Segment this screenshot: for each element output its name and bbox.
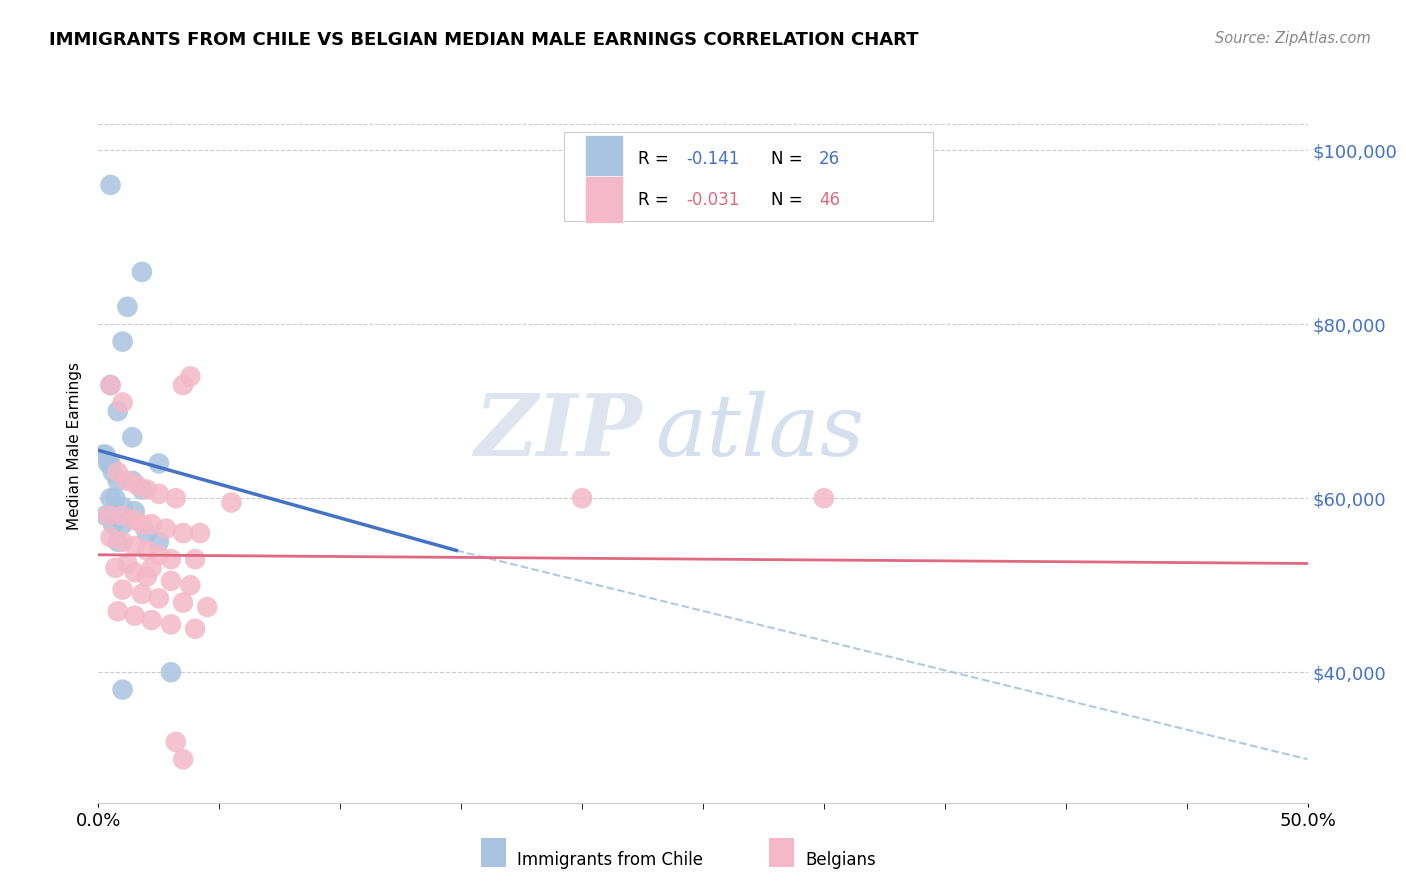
Point (100, 457, 122, 471)
Point (100, 378, 122, 392)
Point (100, 491, 122, 506)
Point (135, 526, 157, 541)
Point (121, 430, 143, 444)
Point (101, 517, 124, 532)
Bar (585, 177, 623, 223)
Text: -0.141: -0.141 (686, 150, 740, 168)
Text: atlas: atlas (655, 391, 863, 473)
Point (111, 395, 134, 409)
Text: ZIP: ZIP (475, 390, 643, 474)
Point (127, 478, 149, 492)
Point (97, 508, 120, 523)
Point (172, 596, 194, 610)
Point (94, 508, 117, 523)
Point (135, 569, 157, 583)
Point (121, 474, 143, 488)
Point (148, 487, 170, 501)
Point (100, 378, 122, 392)
Point (124, 513, 146, 527)
Point (184, 622, 207, 636)
Bar (585, 136, 623, 182)
Point (172, 752, 194, 766)
Text: Source: ZipAtlas.com: Source: ZipAtlas.com (1215, 31, 1371, 46)
Point (160, 665, 183, 680)
Point (111, 534, 134, 549)
Point (100, 178, 122, 192)
Text: R =: R = (638, 150, 673, 168)
Text: 26: 26 (820, 150, 841, 168)
Point (100, 530, 122, 544)
Point (97, 457, 120, 471)
Text: -0.031: -0.031 (686, 191, 740, 209)
Point (124, 608, 146, 623)
Point (111, 517, 134, 532)
Text: 46: 46 (820, 191, 839, 209)
Point (571, 491, 593, 506)
Y-axis label: Median Male Earnings: Median Male Earnings (67, 362, 83, 530)
Point (131, 483, 153, 497)
Point (172, 378, 194, 392)
Point (101, 465, 124, 479)
Point (124, 504, 146, 518)
Point (131, 517, 153, 532)
Point (155, 522, 177, 536)
Text: Immigrants from Chile: Immigrants from Chile (517, 851, 703, 869)
Point (94, 448, 117, 462)
Point (111, 682, 134, 697)
Point (172, 526, 194, 541)
Point (165, 735, 187, 749)
Point (135, 543, 157, 558)
Point (104, 561, 127, 575)
Point (165, 491, 187, 506)
Point (131, 587, 153, 601)
Point (184, 552, 207, 566)
Point (141, 613, 163, 627)
Point (111, 500, 134, 514)
Point (195, 599, 218, 614)
Point (135, 483, 157, 497)
Point (141, 561, 163, 575)
Point (221, 495, 243, 509)
Point (107, 604, 129, 618)
Point (188, 526, 211, 541)
Point (111, 508, 134, 523)
Point (107, 474, 129, 488)
Point (124, 565, 146, 579)
Point (111, 582, 134, 597)
Point (148, 591, 170, 606)
Point (148, 534, 170, 549)
Point (179, 578, 201, 592)
Text: R =: R = (638, 191, 673, 209)
Text: N =: N = (770, 191, 807, 209)
Point (91, 448, 114, 462)
Point (117, 474, 139, 488)
Point (160, 617, 183, 632)
Text: Belgians: Belgians (806, 851, 876, 869)
Point (124, 539, 146, 553)
Point (131, 265, 153, 279)
Point (141, 517, 163, 532)
Text: IMMIGRANTS FROM CHILE VS BELGIAN MEDIAN MALE EARNINGS CORRELATION CHART: IMMIGRANTS FROM CHILE VS BELGIAN MEDIAN … (49, 31, 918, 49)
Point (111, 334, 134, 349)
Point (107, 534, 129, 549)
Point (107, 465, 129, 479)
Point (160, 574, 183, 588)
Point (148, 457, 170, 471)
Point (117, 300, 139, 314)
Point (104, 491, 127, 506)
Point (148, 548, 170, 562)
Text: N =: N = (770, 150, 807, 168)
Point (107, 404, 129, 418)
FancyBboxPatch shape (564, 132, 932, 221)
Point (160, 552, 183, 566)
Point (117, 557, 139, 571)
Point (179, 369, 201, 384)
Point (813, 491, 835, 506)
